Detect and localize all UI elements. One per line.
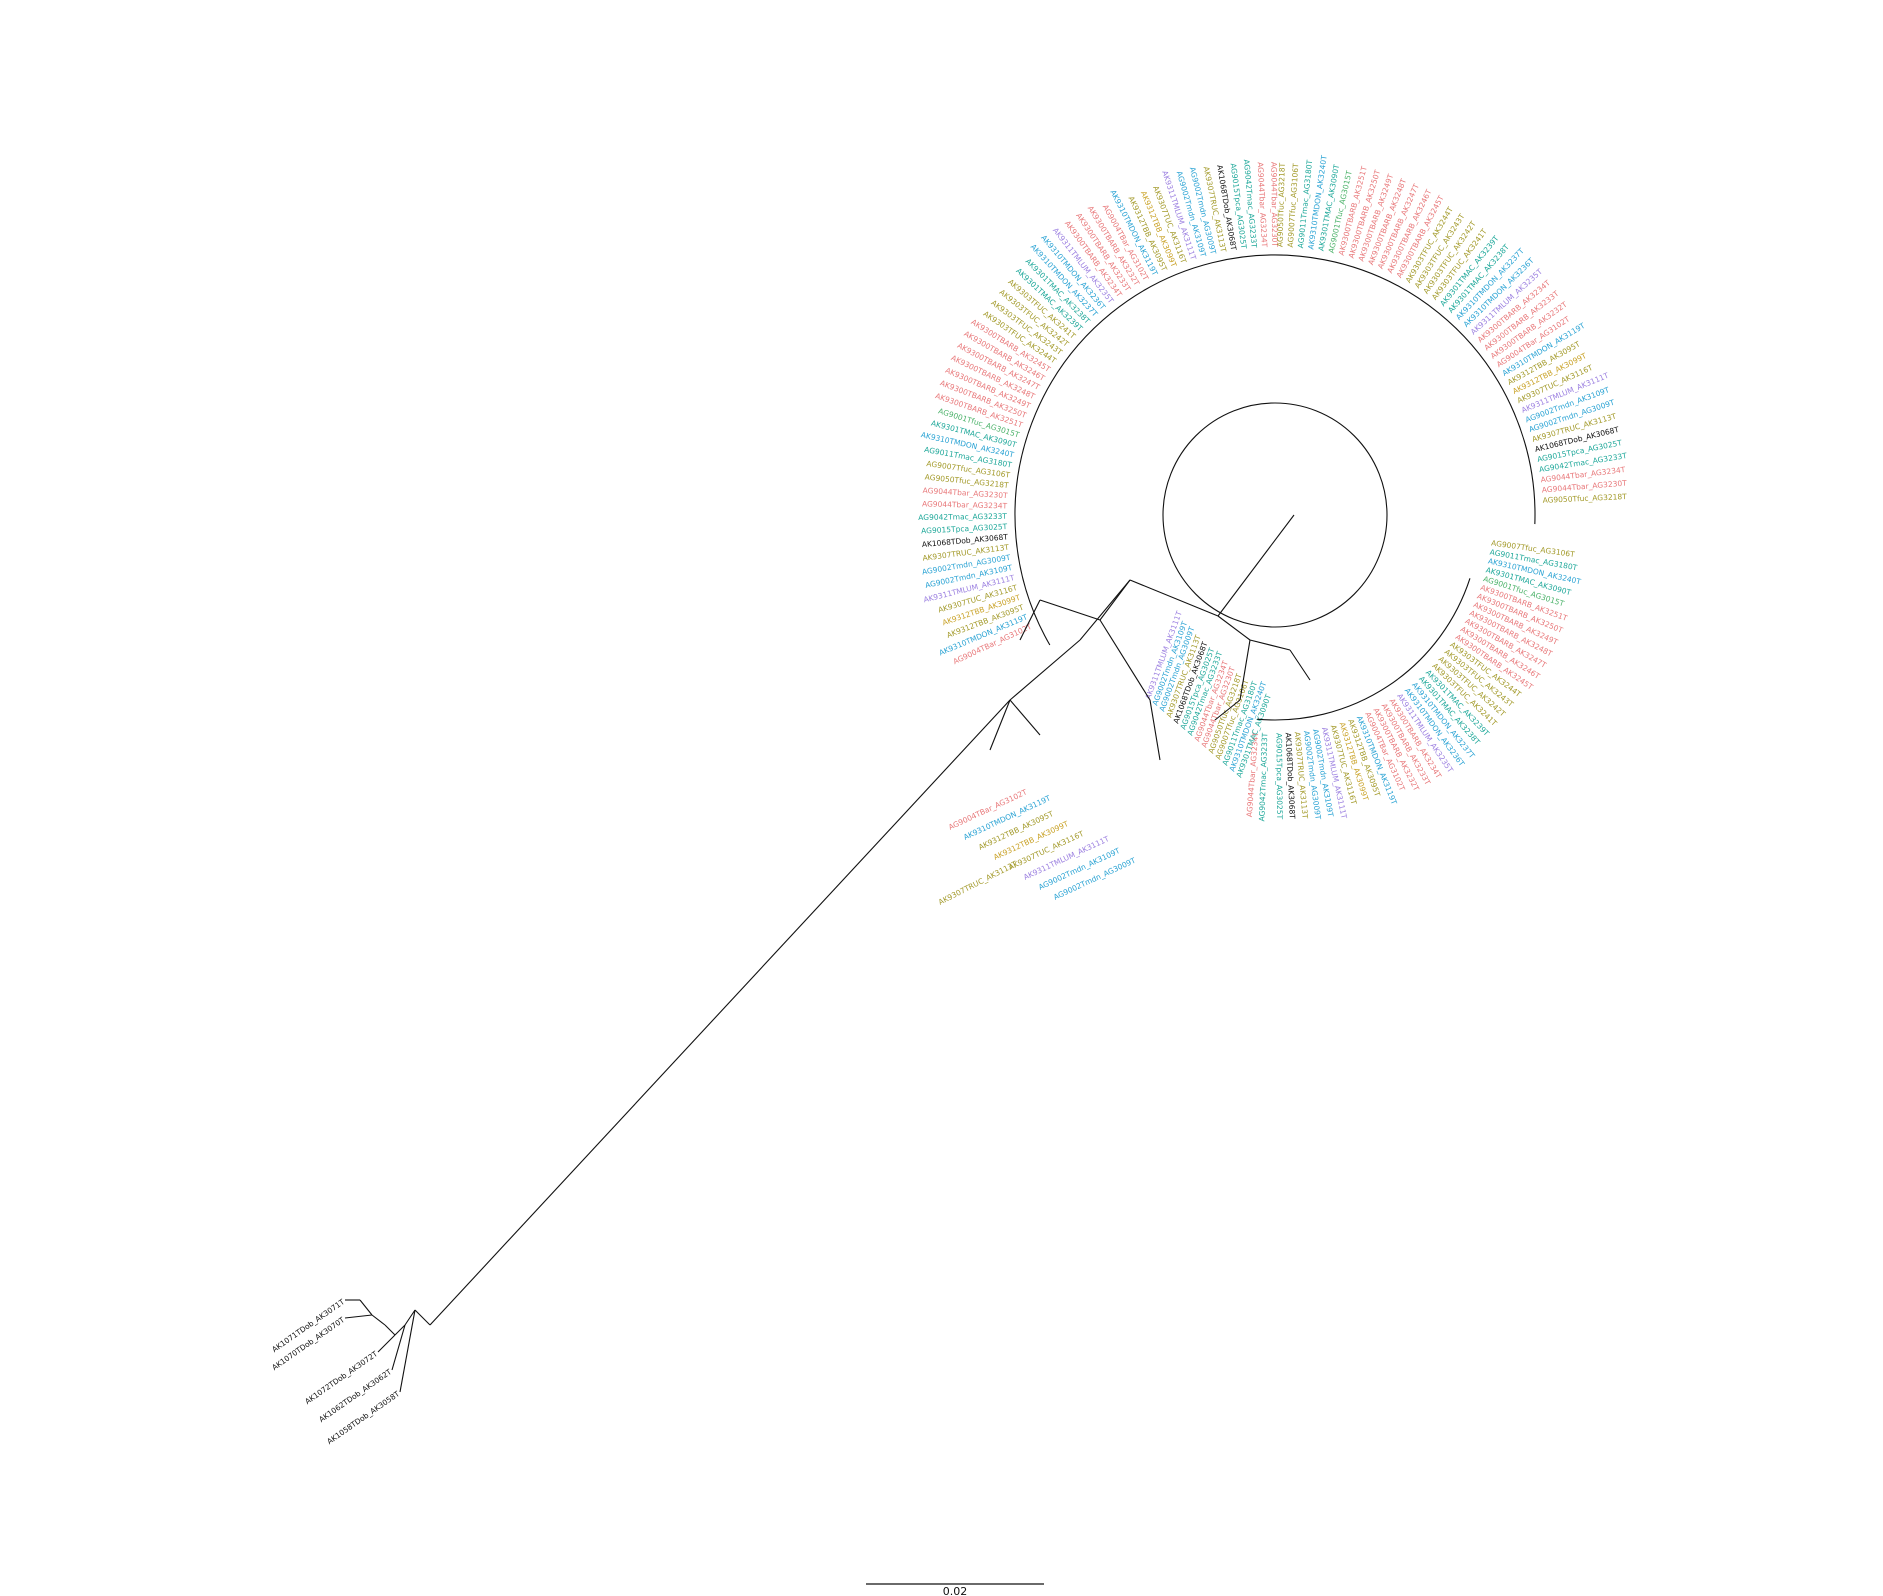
outgroup-branch [414,1309,431,1326]
outgroup-leaf-label: AK1072TDob_AK3072T [303,1349,379,1406]
leaf-label: AK1068TDob_AK3068T [1284,732,1297,819]
scale-bar: 0.02 [866,1583,1044,1596]
internal-branch [1149,699,1161,761]
internal-branch [1019,599,1041,641]
internal-branch [1039,599,1101,621]
leaf-label: AG9044Tbar_AG3234T [1256,162,1269,248]
outgroup-leaf-label: AK1062TDob_AK3062T [317,1367,393,1424]
outgroup-branch [359,1299,373,1316]
outgroup-clade: AK1071TDob_AK3071TAK1070TDob_AK3070TAK10… [270,1297,431,1446]
ring-arc [1014,254,1536,646]
internal-branch [1079,579,1131,641]
outgroup-branch [384,1324,396,1336]
outgroup-branch [377,1334,396,1353]
leaf-label: AG9044Tbar_AG3230T [1269,162,1279,248]
internal-branch [1289,649,1311,681]
leaf-label: AK9307TRUC_AK3113T [937,859,1019,907]
inner-circle [1162,402,1388,628]
internal-branch [1099,619,1151,701]
internal-branch [1214,699,1241,721]
leaf-label: AG9015Tpca_AG3025T [1275,733,1285,820]
outgroup-branch [399,1309,416,1393]
internal-branch [1217,615,1251,641]
leaf-label: AG9050Tfuc_AG3218T [1542,492,1627,505]
internal-branch [1129,579,1219,617]
outgroup-leaf-label: AK1058TDob_AK3058T [325,1389,401,1446]
internal-branch [989,699,1011,751]
internal-branch [1099,579,1131,621]
leaf-label: AG9044Tbar_AG3234T [922,499,1008,510]
internal-branch [1009,639,1081,701]
inner-arc [1257,578,1471,721]
tree-branches [429,254,1536,1326]
outgroup-branch [394,1324,406,1336]
outgroup-branch [344,1314,373,1319]
leaf-label-ring: AG9004TBar_AG3102TAK9310TMDON_AK3119TAK9… [918,154,1628,906]
leaf-label: AG9042Tmac_AG3233T [1257,732,1269,821]
outgroup-branch [404,1309,416,1326]
internal-branch [1239,639,1251,701]
scale-bar-label: 0.02 [943,1585,968,1596]
internal-branch [1249,639,1291,651]
internal-branch [429,699,1011,1326]
internal-branch [1009,699,1041,736]
outgroup-branch [371,1314,386,1326]
root-branch [1217,514,1295,617]
outgroup-branch [391,1324,406,1371]
leaf-label: AG9042Tmac_AG3233T [918,512,1007,522]
leaf-label: AG9050Tfuc_AG3218T [1275,162,1286,247]
